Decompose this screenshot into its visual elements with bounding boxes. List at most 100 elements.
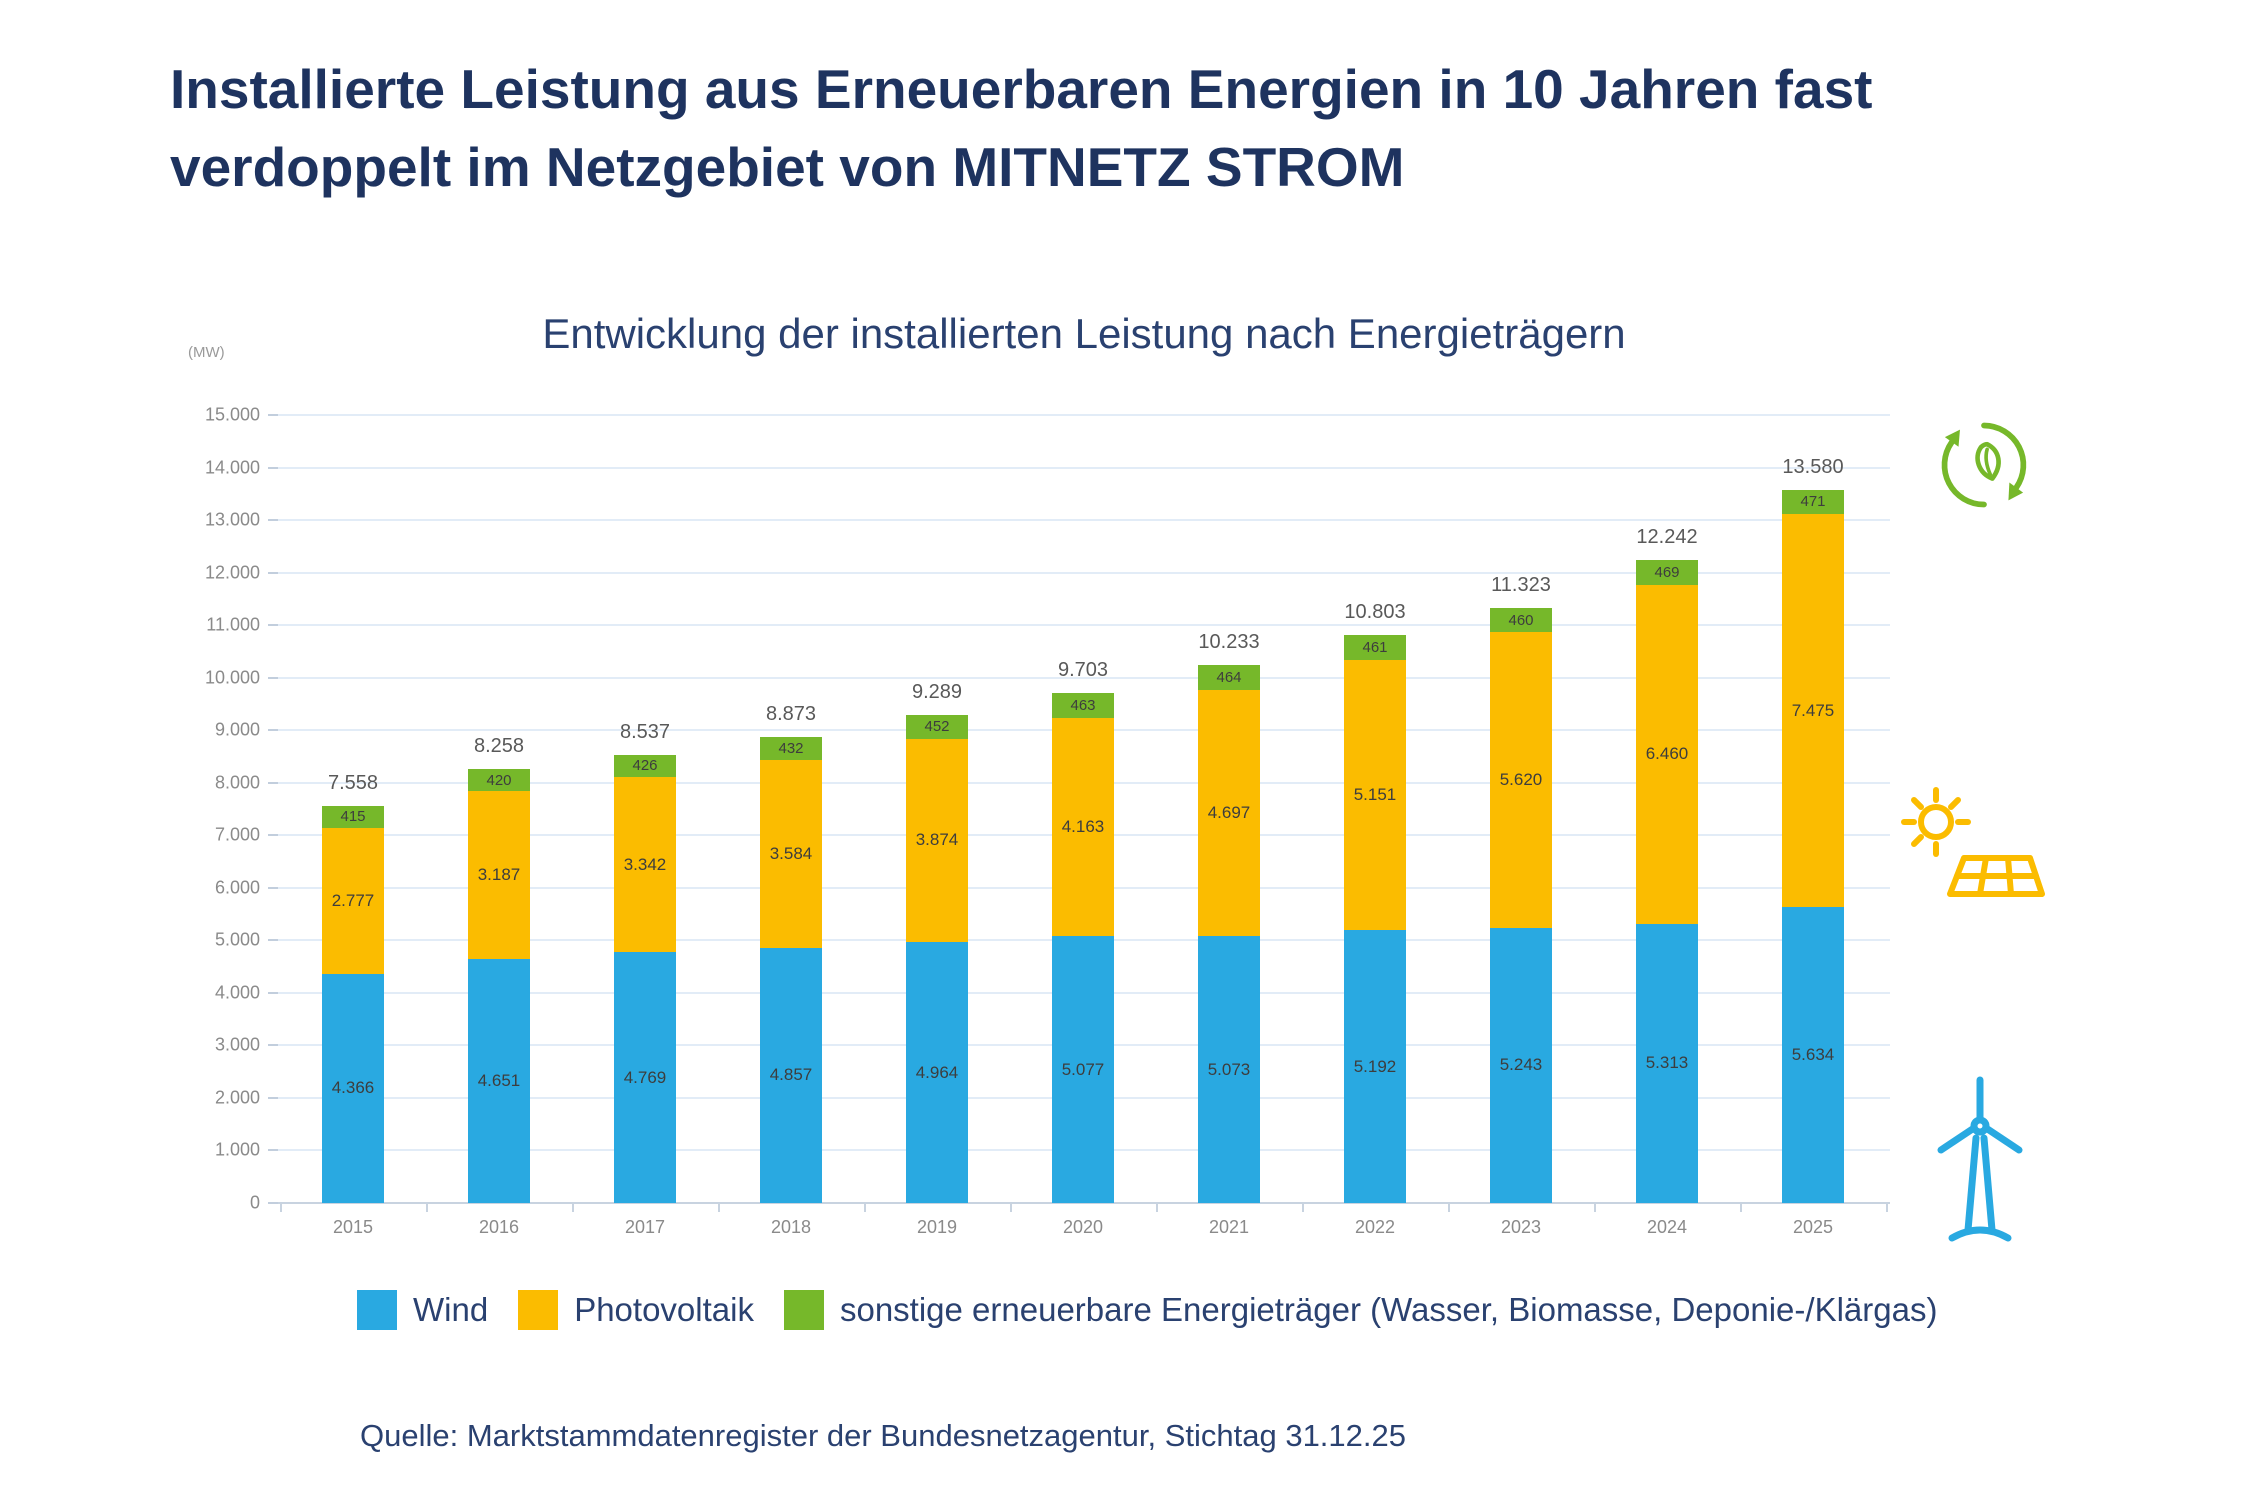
x-axis-tick <box>864 1203 866 1212</box>
x-axis-tick <box>1302 1203 1304 1212</box>
bar-value-label: 4.697 <box>1207 803 1251 823</box>
bar-value-label: 4.857 <box>769 1065 813 1085</box>
y-axis-tick <box>268 414 278 416</box>
bar-segment-wind-2025: 5.634 <box>1782 907 1844 1203</box>
bar-segment-other-2020: 463 <box>1052 693 1114 718</box>
bar-value-label: 460 <box>1508 611 1534 629</box>
y-axis-tick <box>268 1202 278 1204</box>
bar-segment-other-2015: 415 <box>322 805 384 828</box>
bar-segment-photovoltaik-2017: 3.342 <box>614 776 676 953</box>
bar-value-label: 4.769 <box>623 1067 667 1087</box>
bar-segment-other-2024: 469 <box>1636 559 1698 585</box>
legend-label: Photovoltaik <box>574 1291 754 1328</box>
bar-segment-photovoltaik-2020: 4.163 <box>1052 717 1114 937</box>
bar-segment-photovoltaik-2018: 3.584 <box>760 759 822 948</box>
x-axis-label-2018: 2018 <box>770 1217 812 1237</box>
legend-item-photovoltaik: Photovoltaik <box>518 1290 754 1330</box>
bar-total-label-2022: 10.803 <box>1344 601 1406 624</box>
bar-segment-other-2017: 426 <box>614 754 676 777</box>
bar-value-label: 5.620 <box>1499 769 1543 789</box>
x-axis-label-2025: 2025 <box>1792 1217 1834 1237</box>
grid-line <box>278 519 1890 522</box>
y-axis-label: 8.000 <box>214 772 260 793</box>
y-axis-label: 9.000 <box>214 719 260 740</box>
y-axis-label: 5.000 <box>214 929 260 950</box>
x-axis-tick <box>1886 1203 1888 1212</box>
x-axis-tick <box>1010 1203 1012 1212</box>
x-axis-label-2024: 2024 <box>1646 1217 1688 1237</box>
source-text: Quelle: Marktstammdatenregister der Bund… <box>360 1418 1406 1453</box>
bar-segment-photovoltaik-2019: 3.874 <box>906 738 968 943</box>
x-axis-tick <box>1448 1203 1450 1212</box>
x-axis-label-2016: 2016 <box>478 1217 520 1237</box>
y-axis-label: 4.000 <box>214 982 260 1003</box>
bar-value-label: 7.475 <box>1791 700 1835 720</box>
x-axis-tick <box>572 1203 574 1212</box>
y-axis-tick <box>268 834 278 837</box>
y-axis-tick <box>268 676 278 679</box>
y-axis-label: 7.000 <box>214 824 260 845</box>
bar-value-label: 469 <box>1654 563 1680 581</box>
bar-value-label: 471 <box>1800 493 1826 511</box>
chart-plot-area: 0 1.000 2.000 3.000 4.000 5.000 6.000 7.000 8.00… <box>205 405 1890 1237</box>
x-axis-tick <box>426 1203 428 1212</box>
bar-value-label: 464 <box>1216 669 1242 687</box>
bar-value-label: 432 <box>778 739 804 757</box>
y-axis-label: 10.000 <box>204 667 260 688</box>
legend: Wind Photovoltaik sonstige erneuerbare Ene… <box>357 1290 1937 1330</box>
bar-segment-wind-2018: 4.857 <box>760 947 822 1203</box>
bar-total-label-2023: 11.323 <box>1491 574 1551 597</box>
y-axis-label: 14.000 <box>204 457 260 478</box>
x-axis-label-2017: 2017 <box>624 1217 666 1237</box>
page-title: Installierte Leistung aus Erneuerbaren E… <box>170 50 2070 206</box>
y-axis-tick <box>268 991 278 994</box>
bar-total-label-2020: 9.703 <box>1057 659 1109 682</box>
bar-value-label: 461 <box>1362 639 1388 657</box>
y-axis-unit-label: (MW) <box>188 344 225 361</box>
y-axis-tick <box>268 466 278 469</box>
x-axis-label-2021: 2021 <box>1208 1217 1250 1237</box>
eco-cycle-icon <box>1932 413 2036 522</box>
bar-value-label: 5.151 <box>1353 784 1397 804</box>
bar-value-label: 5.192 <box>1353 1056 1397 1076</box>
bar-value-label: 3.342 <box>623 854 667 874</box>
bar-value-label: 5.313 <box>1645 1053 1689 1073</box>
chart-title: Entwicklung der installierten Leistung n… <box>542 310 1626 357</box>
bar-segment-wind-2015: 4.366 <box>322 973 384 1203</box>
y-axis-tick <box>268 939 278 942</box>
bar-total-label-2018: 8.873 <box>765 702 817 725</box>
x-axis-label-2019: 2019 <box>916 1217 958 1237</box>
bar-segment-wind-2017: 4.769 <box>614 952 676 1203</box>
bar-value-label: 4.163 <box>1061 816 1105 836</box>
bar-total-label-2021: 10.233 <box>1198 631 1260 654</box>
y-axis-label: 3.000 <box>214 1034 260 1055</box>
legend-swatch <box>357 1290 397 1330</box>
x-axis-label-2022: 2022 <box>1354 1217 1396 1237</box>
bar-segment-wind-2016: 4.651 <box>468 958 530 1203</box>
legend-swatch <box>783 1290 824 1330</box>
y-axis-label: 1.000 <box>214 1139 260 1160</box>
bar-total-label-2019: 9.289 <box>911 680 963 703</box>
bar-value-label: 5.073 <box>1207 1059 1251 1079</box>
y-axis-label: 13.000 <box>204 509 260 530</box>
x-axis-tick <box>280 1203 282 1212</box>
bar-segment-other-2023: 460 <box>1490 608 1552 633</box>
bar-segment-photovoltaik-2022: 5.151 <box>1344 659 1406 931</box>
solar-panel-sun-icon <box>1898 780 2046 927</box>
bar-segment-photovoltaik-2025: 7.475 <box>1782 514 1844 907</box>
bar-segment-other-2022: 461 <box>1344 635 1406 660</box>
bar-segment-wind-2019: 4.964 <box>906 942 968 1203</box>
x-axis-label-2023: 2023 <box>1500 1217 1542 1237</box>
bar-value-label: 452 <box>924 718 950 736</box>
bar-value-label: 4.964 <box>915 1062 959 1082</box>
grid-line <box>278 414 1890 416</box>
bar-total-label-2016: 8.258 <box>473 735 525 758</box>
bar-segment-photovoltaik-2021: 4.697 <box>1198 689 1260 937</box>
x-axis-label-2020: 2020 <box>1062 1217 1104 1237</box>
bar-segment-wind-2024: 5.313 <box>1636 923 1698 1203</box>
grid-line <box>278 466 1890 469</box>
bar-total-label-2025: 13.580 <box>1782 455 1844 478</box>
bar-total-label-2015: 7.558 <box>327 771 379 794</box>
page-title-line2: verdoppelt im Netzgebiet von MITNETZ STR… <box>170 136 1405 199</box>
bar-value-label: 5.243 <box>1499 1055 1543 1075</box>
